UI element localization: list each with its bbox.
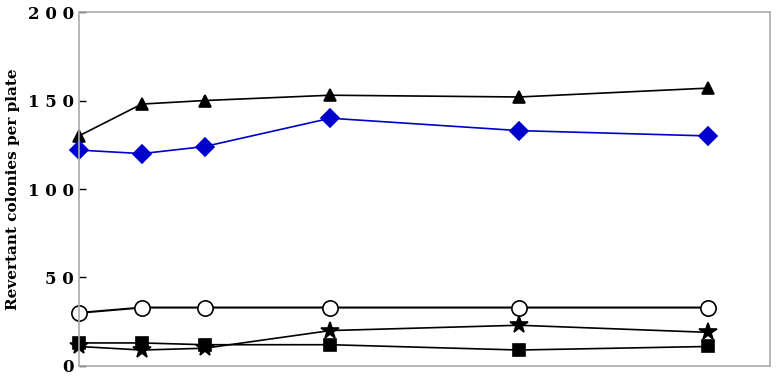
Y-axis label: Revertant colonies per plate: Revertant colonies per plate: [5, 68, 19, 310]
